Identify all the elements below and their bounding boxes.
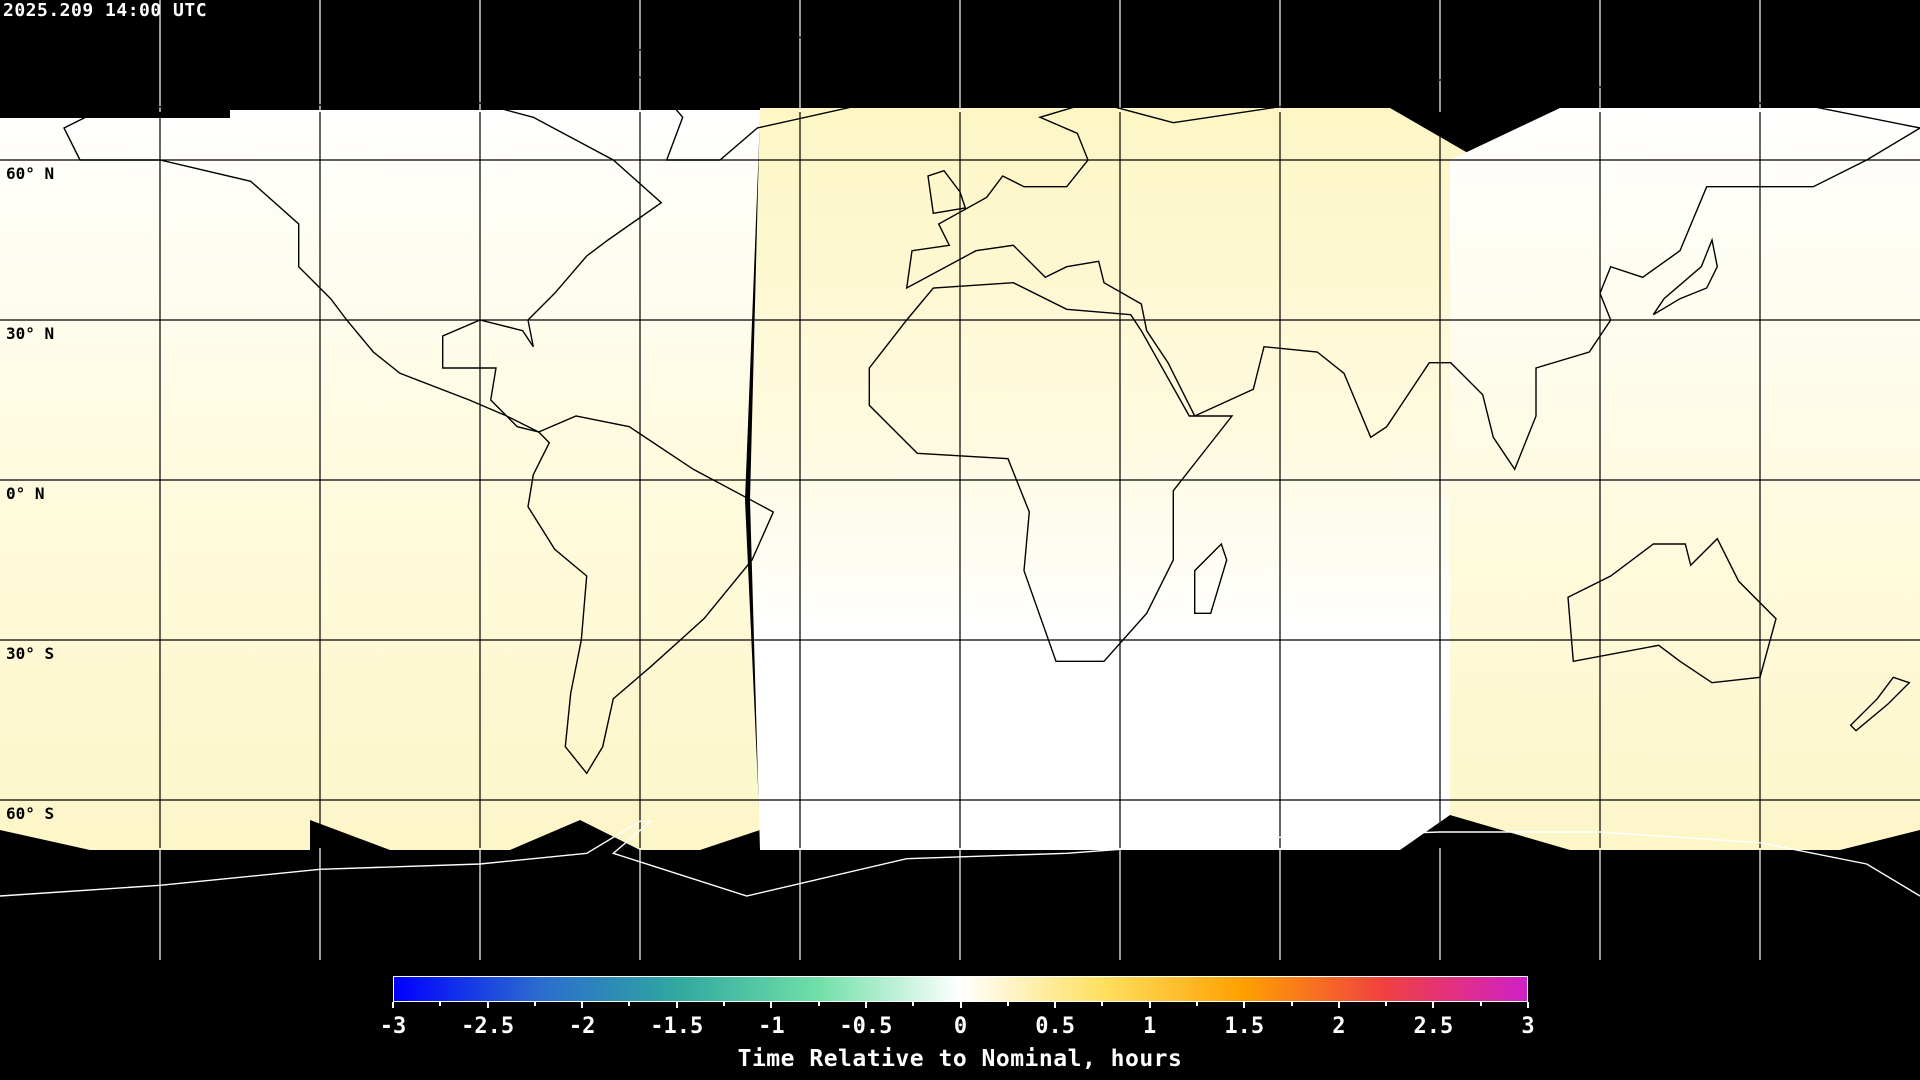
coastline (1194, 542, 1228, 614)
colorbar-tick (675, 1002, 678, 1008)
colorbar-tick-label: 2 (1332, 1014, 1346, 1039)
coverage-map (0, 0, 1920, 960)
colorbar-tick-label: -3 (379, 1014, 407, 1039)
colorbar-tick (1337, 1002, 1340, 1008)
lat-label-30s: 30° S (6, 644, 55, 663)
coastline (868, 281, 1234, 662)
colorbar-tick-label: 3 (1521, 1014, 1535, 1039)
colorbar-tick-label: -1 (758, 1014, 785, 1039)
colorbar-tick-label: 0 (953, 1014, 968, 1039)
colorbar-tick (770, 1002, 773, 1008)
colorbar-tick (581, 1002, 584, 1008)
lat-label-0n: 0° N (6, 484, 45, 503)
coastline (63, 95, 663, 433)
coastline (1849, 676, 1911, 732)
colorbar (393, 976, 1528, 1002)
lat-label-60s: 60° S (6, 804, 55, 823)
timestamp-label: 2025.209 14:00 UTC (3, 0, 208, 21)
colorbar-minor-tick (1101, 1002, 1104, 1006)
colorbar-minor-tick (439, 1002, 442, 1006)
coastline (1567, 537, 1777, 684)
colorbar-tick-label: 1.5 (1224, 1014, 1265, 1039)
coastline (527, 415, 775, 775)
colorbar-minor-tick (1290, 1002, 1293, 1006)
colorbar-minor-tick (1385, 1002, 1388, 1006)
colorbar-minor-tick (628, 1002, 631, 1006)
colorbar-minor-tick (912, 1002, 915, 1006)
coverage-region-center (750, 108, 1480, 850)
colorbar-minor-tick (723, 1002, 726, 1006)
colorbar-tick-label: 0.5 (1035, 1014, 1075, 1039)
colorbar-tick (1432, 1002, 1435, 1008)
coastlines (0, 36, 1920, 897)
colorbar-minor-tick (1479, 1002, 1482, 1006)
graticule (159, 0, 1761, 960)
lat-label-60n: 60° N (6, 164, 55, 183)
colorbar-tick (1243, 1002, 1246, 1008)
colorbar-tick-label: -2.5 (461, 1014, 515, 1039)
coverage-region-east (1450, 108, 1920, 850)
colorbar-tick-label: 1 (1143, 1014, 1157, 1039)
colorbar-tick (1148, 1002, 1151, 1008)
colorbar-tick (959, 1002, 962, 1008)
coastline-antarctica (0, 820, 1920, 897)
colorbar-minor-tick (1006, 1002, 1009, 1006)
colorbar-minor-tick (533, 1002, 536, 1006)
colorbar-tick-label: -2 (568, 1014, 596, 1039)
coastline (586, 36, 865, 161)
colorbar-tick (1527, 1002, 1529, 1008)
colorbar-tick (486, 1002, 489, 1008)
coastline (927, 169, 967, 215)
colorbar-tick (864, 1002, 867, 1008)
colorbar-tick (392, 1002, 394, 1008)
colorbar-tick (1054, 1002, 1057, 1008)
colorbar-minor-tick (1195, 1002, 1198, 1006)
colorbar-tick-label: -1.5 (650, 1014, 704, 1039)
colorbar-tick-label: -0.5 (839, 1014, 893, 1039)
colorbar-minor-tick (817, 1002, 820, 1006)
coastline (1652, 237, 1719, 316)
colorbar-tick-label: 2.5 (1413, 1014, 1454, 1039)
coastline (905, 68, 1920, 471)
lat-label-30n: 30° N (6, 324, 55, 343)
colorbar-title: Time Relative to Nominal, hours (737, 1046, 1183, 1072)
